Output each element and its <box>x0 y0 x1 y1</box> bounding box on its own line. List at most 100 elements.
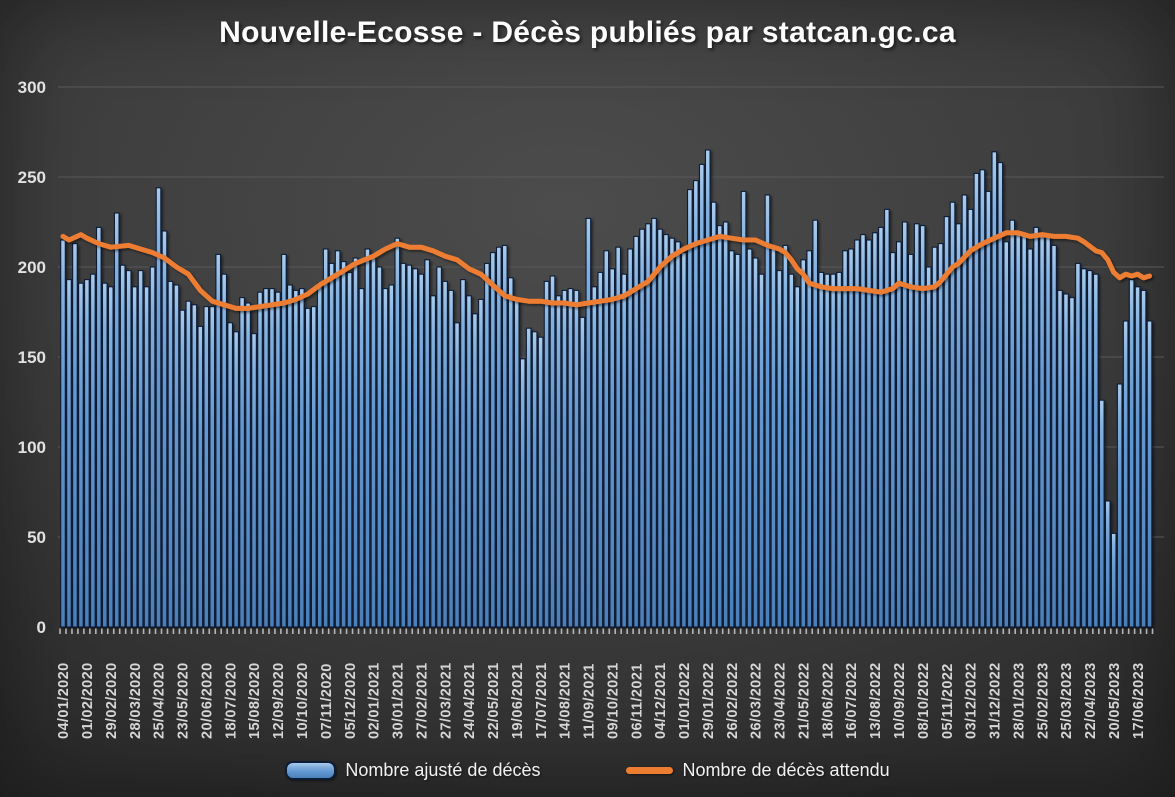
x-tick-mark <box>948 628 951 634</box>
x-tick-mark <box>172 628 175 634</box>
x-tick-mark <box>895 628 897 634</box>
x-tick-mark <box>596 628 599 634</box>
bar <box>698 163 705 628</box>
x-tick-mark <box>972 628 975 634</box>
x-tick-mark <box>733 628 736 634</box>
x-tick-mark <box>483 628 485 634</box>
bar <box>418 273 425 628</box>
bar <box>167 280 174 628</box>
x-tick-label: 24/04/2021 <box>462 662 478 739</box>
x-tick-mark <box>1020 628 1022 634</box>
x-tick-mark <box>877 628 879 634</box>
bar <box>90 273 96 628</box>
x-tick-mark <box>495 628 497 634</box>
bar <box>573 289 580 628</box>
x-tick-mark <box>411 628 414 634</box>
x-tick-mark <box>614 628 617 634</box>
x-tick-mark <box>1109 628 1112 634</box>
bar <box>669 237 675 628</box>
x-tick-mark <box>668 628 670 634</box>
x-tick-mark <box>148 628 151 634</box>
x-tick-mark <box>984 628 987 634</box>
x-tick-mark <box>524 628 527 634</box>
x-tick-mark <box>280 628 282 634</box>
x-tick-mark <box>118 628 121 634</box>
x-tick-mark <box>751 628 754 634</box>
y-tick-label: 150 <box>18 348 46 367</box>
bar <box>907 253 914 628</box>
bar <box>358 288 365 628</box>
x-tick-mark <box>978 628 981 634</box>
legend: Nombre ajusté de décès Nombre de décès a… <box>0 760 1175 781</box>
bar <box>525 327 532 628</box>
x-tick-mark <box>506 628 509 634</box>
line-series-label: Nombre de décès attendu <box>682 760 890 780</box>
bar <box>316 282 323 628</box>
legend-item-line: Nombre de décès attendu <box>626 760 890 781</box>
bar <box>955 223 962 628</box>
x-tick-mark <box>1032 628 1034 634</box>
x-tick-mark <box>518 628 521 634</box>
x-tick-mark <box>95 628 97 634</box>
x-tick-mark <box>1121 628 1124 634</box>
x-tick-mark <box>244 628 246 634</box>
bar <box>782 244 789 628</box>
y-tick-label: 200 <box>18 258 46 277</box>
x-tick-mark <box>1056 628 1058 634</box>
x-tick-mark <box>1127 628 1130 634</box>
x-tick-label: 25/02/2023 <box>1035 662 1051 739</box>
bar <box>131 286 138 628</box>
bar <box>1110 532 1117 628</box>
x-tick-mark <box>77 628 79 634</box>
x-tick-mark <box>327 628 330 634</box>
bar <box>549 275 556 628</box>
x-tick-mark <box>124 628 127 634</box>
bar <box>185 300 192 628</box>
y-axis-labels: 0 50 100 150 200 250 300 <box>18 78 46 637</box>
bar <box>1039 235 1045 628</box>
y-tick-label: 100 <box>18 438 46 457</box>
bar <box>615 246 622 628</box>
bar <box>78 282 84 628</box>
bar <box>884 208 890 628</box>
bar <box>60 239 66 628</box>
x-tick-mark <box>775 628 778 634</box>
x-tick-mark <box>620 628 622 634</box>
x-tick-mark <box>274 628 276 634</box>
x-tick-mark <box>859 628 861 634</box>
bar <box>872 232 878 628</box>
x-tick-mark <box>1139 628 1142 634</box>
x-tick-label: 29/01/2022 <box>701 662 717 739</box>
bar <box>72 243 78 628</box>
x-tick-mark <box>721 628 724 634</box>
x-tick-label: 27/03/2021 <box>438 662 454 739</box>
bar <box>245 302 251 628</box>
x-tick-mark <box>1080 628 1082 634</box>
bar <box>346 271 353 628</box>
x-tick-mark <box>351 628 354 634</box>
x-tick-mark <box>727 628 730 634</box>
x-tick-mark <box>202 628 205 634</box>
x-tick-mark <box>811 628 814 634</box>
x-tick-mark <box>680 628 682 634</box>
x-tick-mark <box>578 628 581 634</box>
bar <box>215 253 222 628</box>
bar <box>824 273 831 628</box>
bar <box>436 266 442 628</box>
bar <box>794 286 801 628</box>
x-tick-mark <box>1068 628 1070 634</box>
x-tick-mark <box>829 628 831 634</box>
x-tick-mark <box>883 628 885 634</box>
x-tick-mark <box>703 628 706 634</box>
x-tick-mark <box>924 628 927 634</box>
bar <box>1122 320 1129 628</box>
bar <box>1081 268 1087 628</box>
x-tick-label: 21/05/2022 <box>797 662 813 739</box>
x-tick-mark <box>548 628 551 634</box>
x-tick-mark <box>930 628 933 634</box>
x-tick-mark <box>256 628 258 634</box>
bar <box>495 246 502 628</box>
bar <box>430 295 436 628</box>
x-tick-mark <box>190 628 193 634</box>
x-tick-mark <box>262 628 264 634</box>
